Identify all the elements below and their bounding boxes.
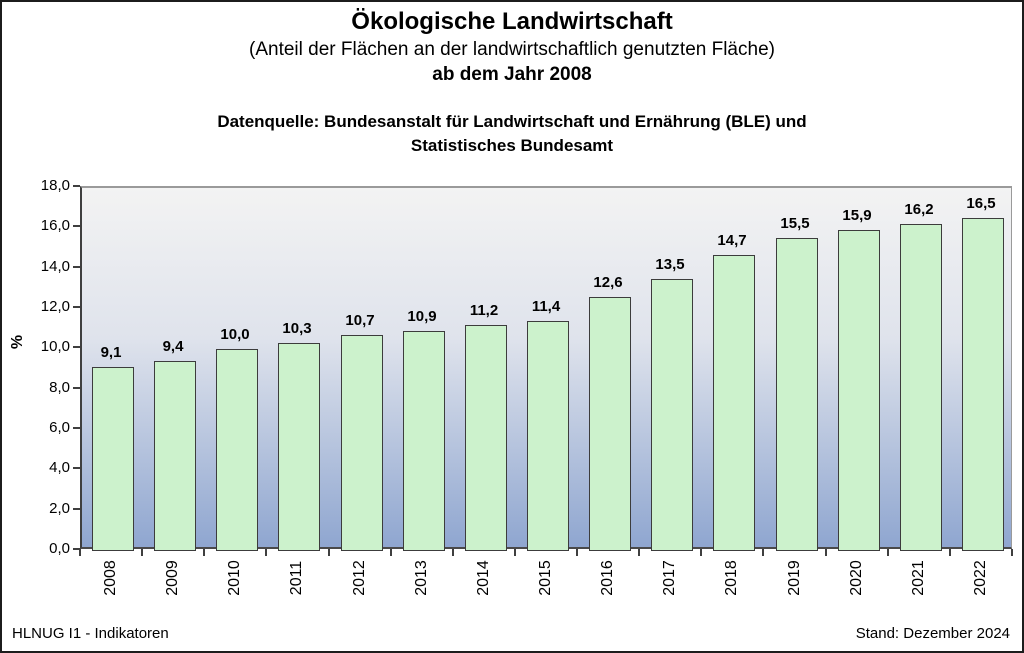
bar-value-label: 16,5: [966, 195, 996, 212]
x-axis-label: 2021: [910, 560, 927, 596]
x-axis-label: 2016: [599, 560, 616, 596]
bar-value-label: 14,7: [717, 232, 747, 249]
x-axis-tick: [141, 549, 144, 556]
y-axis-tick: [73, 306, 80, 308]
data-source-line2: Statistisches Bundesamt: [410, 136, 614, 155]
x-axis-label: 2010: [226, 560, 243, 596]
y-axis-tick: [73, 225, 80, 228]
x-axis-label: 2012: [351, 560, 368, 596]
y-axis-label: 8,0: [49, 378, 70, 396]
y-axis-tick: [73, 467, 80, 470]
x-axis-tick: [576, 549, 579, 556]
y-axis-label: 6,0: [49, 419, 70, 436]
x-axis-tick: [1011, 549, 1013, 556]
bar-value-label: 10,9: [407, 308, 437, 325]
y-axis-tick: [73, 346, 80, 349]
x-axis-label: 2013: [413, 560, 430, 596]
y-axis-tick: [73, 427, 80, 429]
plot-area: [80, 186, 1012, 551]
footer-right-label: Stand: Dezember 2024: [855, 625, 1010, 642]
bar: [92, 367, 134, 551]
bar: [341, 335, 383, 551]
y-axis-tick: [73, 265, 80, 268]
x-axis-label: 2022: [972, 560, 989, 596]
bar-value-label: 15,5: [780, 215, 810, 232]
x-axis-label: 2009: [164, 560, 181, 596]
x-axis-tick: [513, 549, 516, 556]
y-axis-label: 2,0: [49, 499, 70, 517]
x-axis-label: 2017: [661, 560, 678, 596]
y-axis-label: 16,0: [40, 217, 70, 235]
x-axis-label: 2015: [537, 560, 554, 596]
x-axis-tick: [451, 549, 454, 556]
bar: [527, 321, 569, 551]
page-title: Ökologische Landwirtschaft: [351, 8, 673, 35]
y-axis-label: 10,0: [40, 338, 70, 356]
x-axis-tick: [79, 549, 81, 556]
x-axis-label: 2020: [848, 560, 865, 596]
x-axis-tick: [948, 549, 951, 556]
bar-value-label: 15,9: [842, 207, 872, 224]
y-axis-tick: [73, 507, 80, 510]
x-axis-tick: [389, 549, 392, 556]
bar-value-label: 10,7: [345, 312, 375, 329]
x-axis-tick: [700, 549, 703, 556]
y-axis-tick: [73, 386, 80, 389]
data-source-line1: Datenquelle: Bundesanstalt für Landwirts…: [217, 112, 807, 131]
x-axis-tick: [638, 549, 641, 556]
bar-value-label: 13,5: [655, 256, 685, 273]
x-axis-tick: [327, 549, 330, 556]
y-axis-label: 12,0: [40, 298, 70, 315]
bar-value-label: 12,6: [593, 274, 623, 291]
x-axis-tick: [824, 549, 827, 556]
bar: [838, 230, 880, 551]
bar-value-label: 10,0: [220, 326, 250, 343]
bar: [651, 279, 693, 551]
y-axis-tick: [73, 548, 80, 550]
y-axis-label: 0,0: [49, 540, 70, 557]
bar: [154, 361, 196, 551]
bar: [403, 331, 445, 551]
bar-value-label: 11,4: [531, 298, 561, 315]
y-axis-tick: [73, 185, 80, 187]
bar: [962, 218, 1004, 551]
bar: [900, 224, 942, 551]
x-axis-label: 2019: [786, 560, 803, 596]
x-axis-label: 2014: [475, 560, 492, 596]
footer-left-label: HLNUG I1 - Indikatoren: [12, 625, 169, 642]
bar: [713, 255, 755, 551]
y-axis-label: 14,0: [40, 257, 70, 275]
bar: [465, 325, 507, 551]
bar-value-label: 11,2: [469, 302, 499, 319]
x-axis-tick: [265, 549, 268, 556]
bar-value-label: 16,2: [904, 201, 934, 218]
bar-value-label: 9,1: [100, 344, 122, 361]
x-axis-tick: [762, 549, 765, 556]
x-axis-label: 2008: [102, 560, 119, 596]
bar: [278, 343, 320, 551]
x-axis-label: 2011: [288, 560, 305, 596]
bar: [776, 238, 818, 551]
bar-value-label: 9,4: [162, 338, 184, 355]
chart-subtitle: (Anteil der Flächen an der landwirtschaf…: [249, 39, 775, 60]
bar: [589, 297, 631, 551]
bar-value-label: 10,3: [282, 320, 312, 337]
x-axis-label: 2018: [723, 560, 740, 596]
y-axis-label: 18,0: [40, 177, 70, 194]
x-axis-tick: [886, 549, 889, 556]
y-axis-label: 4,0: [49, 459, 70, 477]
chart-subtitle-period: ab dem Jahr 2008: [432, 64, 592, 85]
x-axis-tick: [203, 549, 206, 556]
bar: [216, 349, 258, 551]
